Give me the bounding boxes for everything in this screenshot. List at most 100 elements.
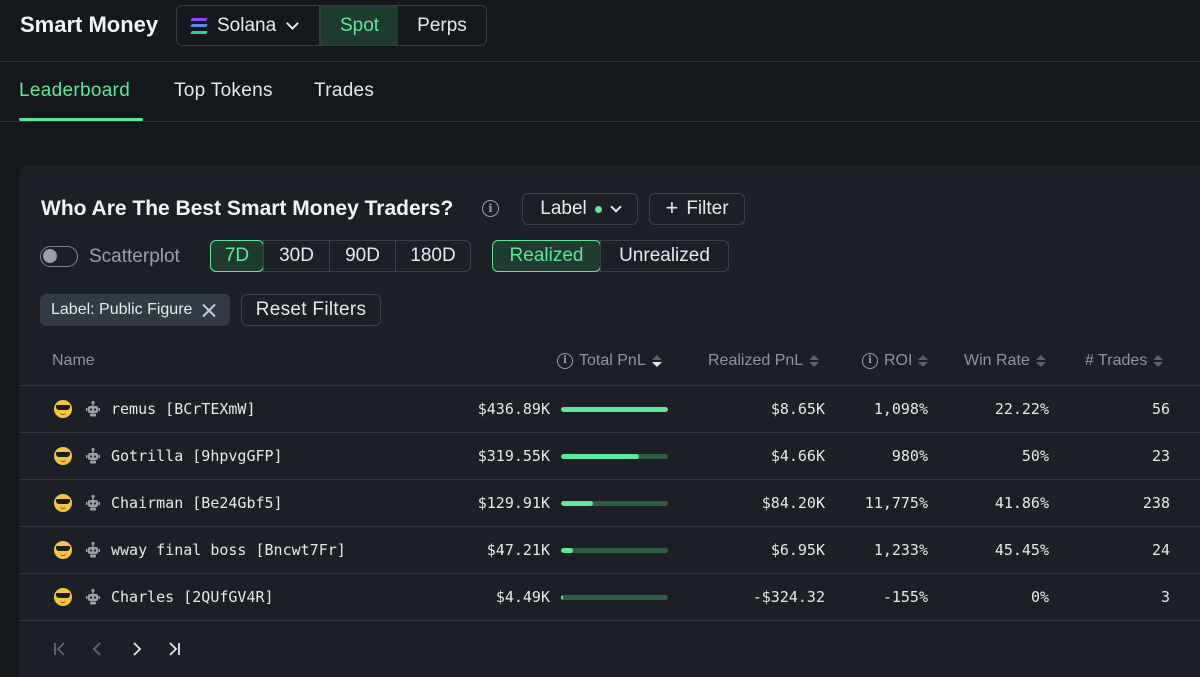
total-pnl-value: $47.21K	[486, 541, 550, 559]
trader-name[interactable]: remus [BCrTEXmW]	[111, 400, 256, 418]
trades-count-value: 3	[1160, 588, 1170, 606]
pnl-bar	[561, 407, 668, 412]
next-page-icon[interactable]	[127, 640, 145, 658]
realized-pnl-value: $8.65K	[770, 400, 825, 418]
smart-money-bot-icon	[85, 541, 101, 559]
realized-pnl-value: $84.20K	[761, 494, 825, 512]
market-toggle: Spot Perps	[320, 5, 487, 46]
trades-count-value: 238	[1142, 494, 1170, 512]
filter-chip: Label: Public Figure	[40, 294, 230, 326]
market-tab-spot[interactable]: Spot	[320, 6, 398, 45]
prev-page-icon[interactable]	[89, 640, 107, 658]
realized-pnl-value: -$324.32	[752, 588, 825, 606]
trader-name[interactable]: Chairman [Be24Gbf5]	[111, 494, 283, 512]
win-rate-value: 22.22%	[994, 400, 1049, 418]
trader-name[interactable]: Gotrilla [9hpvgGFP]	[111, 447, 283, 465]
trades-count-value: 56	[1151, 400, 1170, 418]
info-icon[interactable]: i	[557, 353, 573, 369]
sort-icon	[918, 355, 929, 367]
chain-select[interactable]: Solana	[176, 5, 320, 46]
trader-name[interactable]: Charles [2QUfGV4R]	[111, 588, 274, 606]
total-pnl-value: $129.91K	[477, 494, 550, 512]
col-realized-pnl[interactable]: Realized PnL	[708, 352, 820, 370]
pagination	[51, 640, 183, 658]
pnl-mode-unrealized[interactable]: Unrealized	[600, 241, 728, 271]
realized-pnl-value: $6.95K	[770, 541, 825, 559]
col-trades-label: # Trades	[1085, 352, 1148, 369]
period-90d[interactable]: 90D	[329, 241, 395, 271]
scatterplot-toggle[interactable]	[40, 246, 78, 267]
win-rate-value: 41.86%	[994, 494, 1049, 512]
chevron-down-icon	[286, 16, 300, 30]
col-total-pnl[interactable]: i Total PnL	[557, 352, 662, 370]
col-win-rate-label: Win Rate	[964, 352, 1030, 369]
total-pnl-value: $4.49K	[495, 588, 550, 606]
table-row[interactable]: Charles [2QUfGV4R] $4.49K -$324.32 -155% 0% 3	[19, 574, 1200, 621]
tab-top-tokens[interactable]: Top Tokens	[174, 80, 273, 101]
col-realized-pnl-label: Realized PnL	[708, 352, 804, 369]
pnl-bar	[561, 595, 668, 600]
filter-chip-label: Label: Public Figure	[51, 301, 193, 318]
col-trades[interactable]: # Trades	[1085, 352, 1164, 370]
trades-count-value: 24	[1151, 541, 1170, 559]
col-roi[interactable]: i ROI	[862, 352, 929, 370]
roi-value: 11,775%	[864, 494, 928, 512]
sunglasses-emoji-icon	[54, 541, 72, 559]
label-dropdown[interactable]: Label	[522, 193, 638, 225]
sort-desc-icon	[651, 355, 662, 367]
period-selector: 7D 30D 90D 180D	[210, 240, 471, 272]
smart-money-bot-icon	[85, 447, 101, 465]
info-icon[interactable]: i	[862, 353, 878, 369]
win-rate-value: 0%	[1030, 588, 1049, 606]
sunglasses-emoji-icon	[54, 400, 72, 418]
leaderboard-card: Who Are The Best Smart Money Traders? i …	[19, 165, 1200, 677]
first-page-icon[interactable]	[51, 640, 69, 658]
table-row[interactable]: wway final boss [Bncwt7Fr] $47.21K $6.95K 1…	[19, 527, 1200, 574]
label-dropdown-text: Label	[540, 198, 587, 219]
trades-count-value: 23	[1151, 447, 1170, 465]
pnl-bar-fill	[561, 454, 640, 459]
tab-trades[interactable]: Trades	[314, 80, 375, 101]
table-row[interactable]: remus [BCrTEXmW] $436.89K $8.65K 1,098% 22.2…	[19, 386, 1200, 433]
chain-label: Solana	[217, 14, 277, 36]
smart-money-bot-icon	[85, 588, 101, 606]
chevron-down-icon	[610, 201, 622, 213]
period-180d[interactable]: 180D	[395, 241, 470, 271]
table-header: Name i Total PnL Realized PnL i ROI Win …	[19, 341, 1200, 386]
solana-icon	[190, 17, 208, 34]
table-row[interactable]: Chairman [Be24Gbf5] $129.91K $84.20K 11,775…	[19, 480, 1200, 527]
table-row[interactable]: Gotrilla [9hpvgGFP] $319.55K $4.66K 980% 50%…	[19, 433, 1200, 480]
period-7d[interactable]: 7D	[210, 240, 264, 272]
nav-tabs: Leaderboard Top Tokens Trades	[0, 62, 1200, 122]
col-win-rate[interactable]: Win Rate	[964, 352, 1046, 370]
pnl-bar-fill	[561, 407, 668, 412]
win-rate-value: 50%	[1021, 447, 1049, 465]
col-name-label: Name	[52, 352, 95, 369]
close-icon[interactable]	[202, 303, 216, 317]
total-pnl-value: $319.55K	[477, 447, 550, 465]
last-page-icon[interactable]	[165, 640, 183, 658]
reset-filters-button[interactable]: Reset Filters	[241, 294, 381, 326]
toggle-knob	[43, 249, 57, 263]
market-tab-perps[interactable]: Perps	[417, 14, 467, 36]
realized-pnl-value: $4.66K	[770, 447, 825, 465]
active-dot-icon	[594, 205, 602, 213]
tab-leaderboard[interactable]: Leaderboard	[19, 80, 131, 101]
period-30d[interactable]: 30D	[263, 241, 329, 271]
sunglasses-emoji-icon	[54, 588, 72, 606]
win-rate-value: 45.45%	[994, 541, 1049, 559]
pnl-bar-fill	[561, 548, 573, 553]
trader-name[interactable]: wway final boss [Bncwt7Fr]	[111, 541, 346, 559]
info-icon[interactable]: i	[482, 200, 499, 217]
card-title: Who Are The Best Smart Money Traders?	[41, 197, 454, 220]
total-pnl-value: $436.89K	[477, 400, 550, 418]
smart-money-bot-icon	[85, 494, 101, 512]
pnl-mode-realized[interactable]: Realized	[492, 240, 601, 272]
roi-value: -155%	[882, 588, 928, 606]
pnl-mode-selector: Realized Unrealized	[492, 240, 729, 272]
pnl-bar	[561, 548, 668, 553]
filter-button[interactable]: + Filter	[649, 193, 745, 225]
plus-icon: +	[665, 195, 679, 220]
sunglasses-emoji-icon	[54, 447, 72, 465]
pnl-bar	[561, 501, 668, 506]
